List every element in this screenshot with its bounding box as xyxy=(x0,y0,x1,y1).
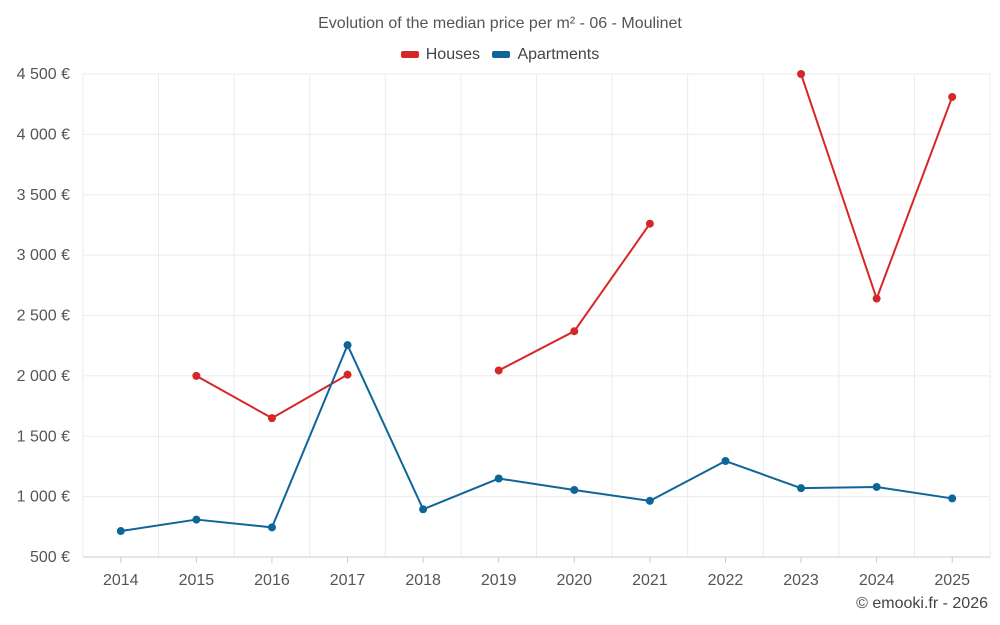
legend-item-apartments[interactable]: Apartments xyxy=(492,46,599,64)
data-point-houses[interactable] xyxy=(192,371,201,380)
series-layer xyxy=(116,70,957,536)
grid-lines xyxy=(82,73,991,558)
x-tick-label: 2015 xyxy=(179,572,215,589)
data-point-apartments[interactable] xyxy=(267,523,276,532)
x-tick-label: 2024 xyxy=(859,572,895,589)
series-line-apartments xyxy=(120,344,953,533)
axes: 500 € 1 000 € 1 500 € 2 000 € 2 500 € 3 000 €… xyxy=(17,66,990,589)
y-tick-label: 500 € xyxy=(30,549,70,566)
data-point-apartments[interactable] xyxy=(419,505,428,514)
chart-title: Evolution of the median price per m² - 0… xyxy=(318,15,682,32)
x-tick-label: 2014 xyxy=(103,572,139,589)
y-tick-label: 2 500 € xyxy=(17,308,70,325)
data-point-houses[interactable] xyxy=(872,294,881,303)
data-point-apartments[interactable] xyxy=(494,474,503,483)
data-point-apartments[interactable] xyxy=(948,494,957,503)
x-tick-label: 2022 xyxy=(708,572,744,589)
credit-text: © emooki.fr - 2026 xyxy=(856,595,988,612)
data-point-apartments[interactable] xyxy=(192,515,201,524)
legend: Houses Apartments xyxy=(0,45,1000,64)
data-point-apartments[interactable] xyxy=(721,457,730,466)
y-tick-label: 1 500 € xyxy=(17,428,70,445)
data-point-houses[interactable] xyxy=(343,370,352,379)
data-point-apartments[interactable] xyxy=(645,496,654,505)
data-point-apartments[interactable] xyxy=(797,484,806,493)
x-tick-label: 2017 xyxy=(330,572,366,589)
y-tick-label: 3 000 € xyxy=(17,247,70,264)
y-tick-label: 4 000 € xyxy=(17,126,70,143)
data-point-houses[interactable] xyxy=(948,92,957,101)
data-point-houses[interactable] xyxy=(570,327,579,336)
legend-label-apartments: Apartments xyxy=(517,45,600,63)
series-line-houses xyxy=(800,73,954,300)
y-tick-label: 4 500 € xyxy=(17,66,70,83)
data-point-apartments[interactable] xyxy=(872,482,881,491)
data-point-apartments[interactable] xyxy=(343,341,352,350)
data-point-apartments[interactable] xyxy=(570,485,579,494)
y-tick-label: 1 000 € xyxy=(17,489,70,506)
data-point-apartments[interactable] xyxy=(116,527,125,536)
x-tick-label: 2019 xyxy=(481,572,517,589)
legend-swatch-apartments xyxy=(492,51,511,58)
x-tick-label: 2025 xyxy=(934,572,970,589)
x-tick-label: 2021 xyxy=(632,572,668,589)
data-point-houses[interactable] xyxy=(267,414,276,423)
data-point-houses[interactable] xyxy=(494,366,503,375)
data-point-houses[interactable] xyxy=(645,219,654,228)
x-tick-label: 2016 xyxy=(254,572,290,589)
x-tick-label: 2023 xyxy=(783,572,819,589)
legend-swatch-houses xyxy=(400,51,419,58)
y-tick-label: 3 500 € xyxy=(17,187,70,204)
data-point-houses[interactable] xyxy=(797,70,806,78)
series-line-houses xyxy=(498,223,651,372)
legend-label-houses: Houses xyxy=(425,45,480,63)
series-line-houses xyxy=(195,373,349,420)
legend-item-houses[interactable]: Houses xyxy=(400,45,480,64)
x-tick-label: 2020 xyxy=(556,572,592,589)
x-tick-label: 2018 xyxy=(405,572,441,589)
y-tick-label: 2 000 € xyxy=(17,368,70,385)
